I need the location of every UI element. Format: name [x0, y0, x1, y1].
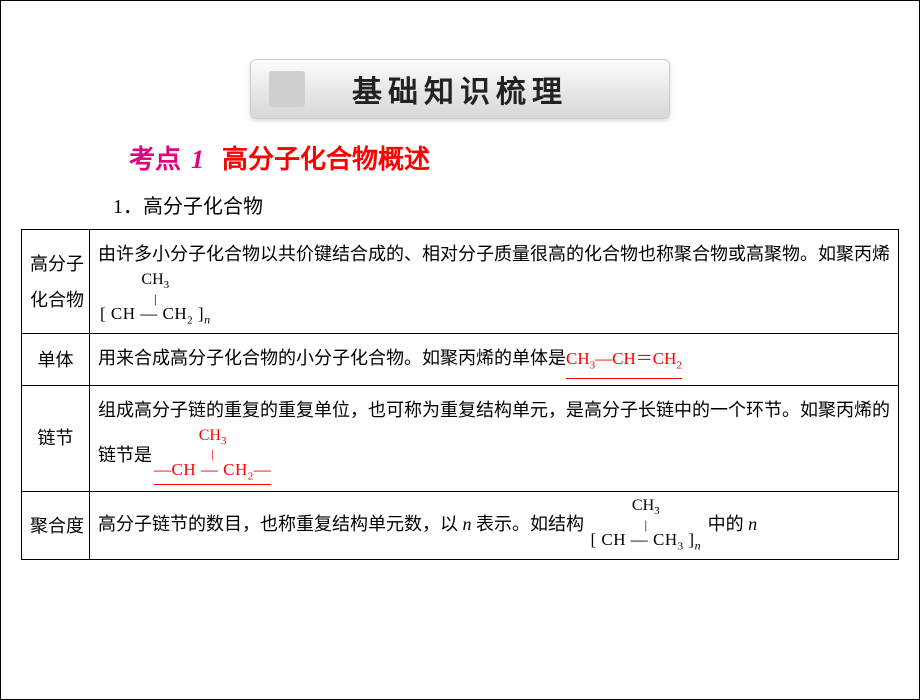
row-label-polymer: 高分子化合物 [22, 230, 90, 334]
exam-point-label: 考点 [129, 145, 181, 174]
monomer-formula: CH3—CH＝CH2 [566, 342, 682, 378]
banner: 基础知识梳理 [250, 59, 670, 119]
repeat-unit-structure-icon: CH3 | —CH — CH2— [154, 428, 271, 485]
row-label-monomer: 单体 [22, 334, 90, 385]
row-label-unit: 链节 [22, 385, 90, 491]
banner-title: 基础知识梳理 [352, 67, 568, 111]
definition-table: 高分子化合物 由许多小分子化合物以共价键结合成的、相对分子质量很高的化合物也称聚… [21, 229, 899, 560]
exam-point-heading: 考点 1 高分子化合物概述 [129, 139, 919, 176]
row-desc-monomer: 用来合成高分子化合物的小分子化合物。如聚丙烯的单体是CH3—CH＝CH2 [90, 334, 899, 385]
row-desc-degree: 高分子链节的数目，也称重复结构单元数，以 n 表示。如结构 CH3 | [ CH… [90, 492, 899, 560]
exam-point-number: 1 [191, 145, 204, 174]
table-row: 单体 用来合成高分子化合物的小分子化合物。如聚丙烯的单体是CH3—CH＝CH2 [22, 334, 899, 385]
cell-text: 用来合成高分子化合物的小分子化合物。如聚丙烯的单体是 [98, 348, 566, 368]
cell-text: 中的 [708, 514, 749, 534]
n-variable: n [463, 514, 472, 534]
n-variable: n [748, 514, 757, 534]
cell-text: 由许多小分子化合物以共价键结合成的、相对分子质量很高的化合物也称聚合物或高聚物。… [98, 244, 890, 264]
degree-structure-icon: CH3 | [ CH — CH3 ]n [591, 498, 702, 553]
cell-text: 表示。如结构 [472, 514, 589, 534]
row-desc-polymer: 由许多小分子化合物以共价键结合成的、相对分子质量很高的化合物也称聚合物或高聚物。… [90, 230, 899, 334]
table-row: 高分子化合物 由许多小分子化合物以共价键结合成的、相对分子质量很高的化合物也称聚… [22, 230, 899, 334]
exam-point-title: 高分子化合物概述 [222, 145, 430, 174]
section-subtitle: 1．高分子化合物 [113, 190, 919, 219]
cell-text: 高分子链节的数目，也称重复结构单元数，以 [98, 514, 463, 534]
table-row: 链节 组成高分子链的重复的重复单位，也可称为重复结构单元，是高分子长链中的一个环… [22, 385, 899, 491]
row-desc-unit: 组成高分子链的重复的重复单位，也可称为重复结构单元，是高分子长链中的一个环节。如… [90, 385, 899, 491]
polypropylene-structure-icon: CH3 | [ CH — CH2 ]n [100, 272, 211, 327]
note-icon [269, 71, 305, 107]
row-label-degree: 聚合度 [22, 492, 90, 560]
table-row: 聚合度 高分子链节的数目，也称重复结构单元数，以 n 表示。如结构 CH3 | … [22, 492, 899, 560]
